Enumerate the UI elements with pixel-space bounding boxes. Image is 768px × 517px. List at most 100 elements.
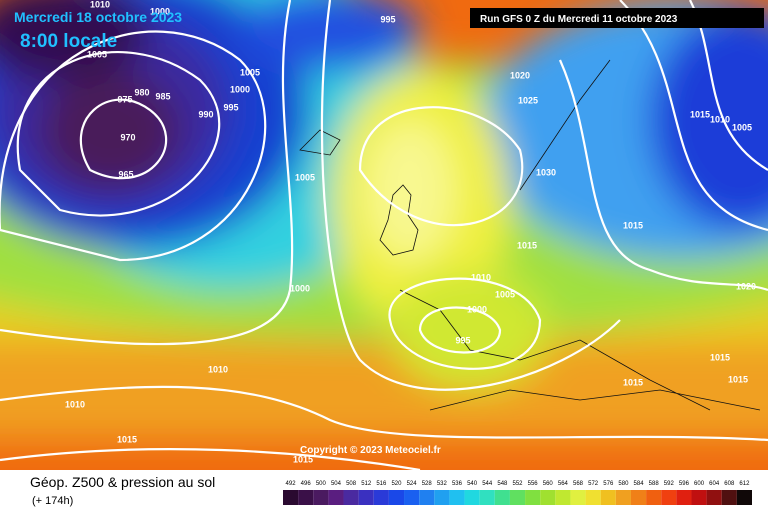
field: [0, 0, 768, 470]
scale-label: 560: [543, 481, 554, 487]
scale-label: 596: [679, 481, 690, 487]
isobar-label: 1015: [293, 454, 313, 464]
isobar-label: 1010: [710, 114, 730, 124]
scale-label: 504: [331, 481, 342, 487]
scale-label: 496: [301, 481, 312, 487]
scale-swatch: [661, 490, 677, 505]
isobar-label: 1015: [623, 220, 643, 230]
scale-label: 492: [286, 481, 297, 487]
isobar-label: 1000: [230, 84, 250, 94]
scale-label: 528: [422, 481, 433, 487]
isobar-label: 1020: [736, 281, 756, 291]
isobar-label: 1015: [517, 240, 537, 250]
isobar-label: 1005: [732, 122, 752, 132]
local-time: 8:00 locale: [20, 31, 117, 52]
isobar-label: 1000: [467, 304, 487, 314]
isobar-label: 970: [120, 132, 135, 142]
isobar-label: 1025: [518, 95, 538, 105]
isobar-label: 990: [198, 109, 213, 119]
scale-swatch: [313, 490, 329, 505]
run-info: Run GFS 0 Z du Mercredi 11 octobre 2023: [480, 14, 678, 25]
scale-label: 520: [391, 481, 402, 487]
scale-label: 588: [649, 481, 660, 487]
isobar-label: 1005: [240, 67, 260, 77]
scale-label: 600: [694, 481, 705, 487]
scale-swatch: [404, 490, 420, 505]
scale-swatch: [706, 490, 722, 505]
scale-label: 580: [618, 481, 629, 487]
scale-swatch: [540, 490, 556, 505]
scale-label: 540: [467, 481, 478, 487]
scale-label: 500: [316, 481, 327, 487]
isobar-label: 980: [134, 87, 149, 97]
scale-label: 556: [528, 481, 539, 487]
scale-swatch: [283, 490, 299, 505]
isobar-label: 1015: [690, 109, 710, 119]
date-title: Mercredi 18 octobre 2023: [14, 9, 182, 25]
isobar-label: 985: [155, 91, 170, 101]
scale-label: 524: [407, 481, 418, 487]
isobar-label: 975: [117, 94, 132, 104]
scale-swatch: [343, 490, 359, 505]
scale-swatch: [585, 490, 601, 505]
scale-label: 604: [709, 481, 720, 487]
scale-swatch: [555, 490, 571, 505]
isobar-label: 1000: [290, 283, 310, 293]
isobar-label: 1005: [87, 49, 107, 59]
scale-swatch: [494, 490, 510, 505]
scale-swatch: [373, 490, 389, 505]
scale-swatch: [676, 490, 692, 505]
scale-label: 572: [588, 481, 599, 487]
scale-swatch: [464, 490, 480, 505]
scale-label: 544: [482, 481, 493, 487]
isobar-label: 995: [380, 14, 395, 24]
scale-swatch: [509, 490, 526, 505]
copyright: Copyright © 2023 Meteociel.fr: [300, 445, 441, 456]
scale-label: 548: [497, 481, 508, 487]
scale-label: 516: [376, 481, 387, 487]
scale-swatch: [328, 490, 344, 505]
scale-label: 536: [452, 481, 463, 487]
scale-swatch: [419, 490, 435, 505]
isobar-label: 1020: [510, 70, 530, 80]
scale-label: 532: [437, 481, 448, 487]
scale-swatch: [298, 490, 314, 505]
run-info-box: [470, 8, 764, 28]
isobar-label: 1015: [623, 377, 643, 387]
scale-label: 552: [512, 481, 523, 487]
isobar-label: 1030: [536, 167, 556, 177]
isobar-label: 1000: [150, 6, 170, 16]
isobar-label: 1010: [65, 399, 85, 409]
isobar-label: 1015: [117, 434, 137, 444]
scale-swatch: [570, 490, 586, 505]
scale-swatch: [600, 490, 616, 505]
isobar-label: 1005: [495, 289, 515, 299]
lead-time: (+ 174h): [32, 495, 73, 507]
isobar-label: 1010: [471, 272, 491, 282]
isobar-label: 965: [118, 169, 133, 179]
legend-title: Géop. Z500 & pression au sol: [30, 474, 215, 490]
scale-swatch: [434, 490, 450, 505]
scale-label: 612: [739, 481, 750, 487]
scale-swatch: [691, 490, 707, 505]
isobar-label: 1010: [90, 0, 110, 9]
isobar-label: 995: [455, 335, 470, 345]
isobar-label: 1010: [208, 364, 228, 374]
isobar-label: 1015: [710, 352, 730, 362]
scale-swatch: [358, 490, 374, 505]
scale-label: 584: [634, 481, 645, 487]
scale-label: 564: [558, 481, 569, 487]
scale-label: 512: [361, 481, 372, 487]
isobar-label: 995: [223, 102, 238, 112]
scale-swatch: [646, 490, 662, 505]
scale-label: 576: [603, 481, 614, 487]
scale-swatch: [721, 490, 737, 505]
isobar-label: 1005: [295, 172, 315, 182]
scale-swatch: [449, 490, 465, 505]
scale-label: 608: [724, 481, 735, 487]
scale-label: 508: [346, 481, 357, 487]
scale-swatch: [736, 490, 752, 505]
scale-swatch: [630, 490, 647, 505]
